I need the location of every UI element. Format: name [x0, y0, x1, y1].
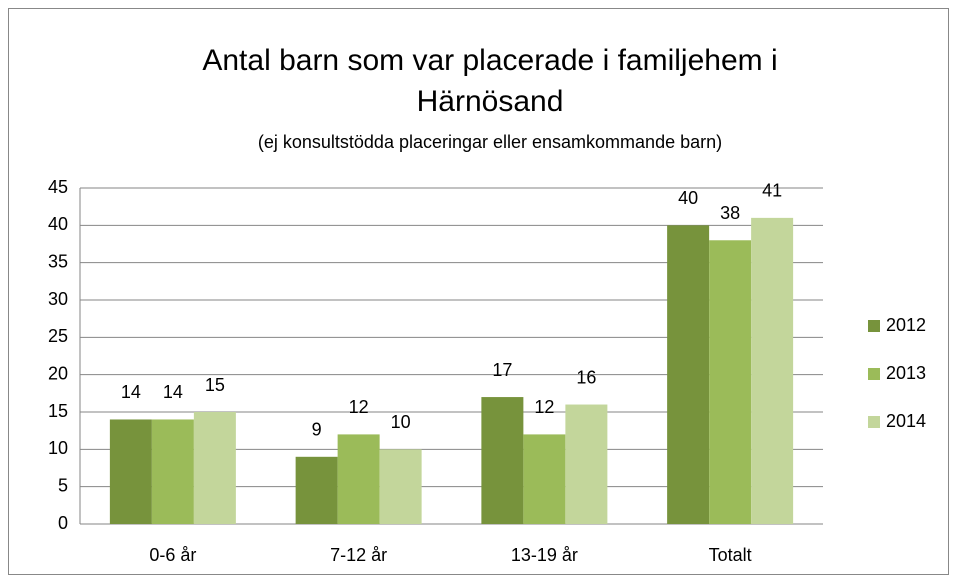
data-label: 12 [349, 397, 369, 417]
y-tick-label: 10 [48, 438, 68, 458]
legend-label: 2014 [886, 411, 926, 431]
legend-swatch [868, 320, 880, 332]
bar [751, 217, 794, 524]
data-label: 10 [391, 412, 411, 432]
y-tick-label: 20 [48, 363, 68, 383]
data-label: 41 [762, 181, 782, 201]
y-tick-label: 0 [58, 513, 68, 533]
data-label: 9 [312, 420, 322, 440]
y-tick-label: 25 [48, 326, 68, 346]
data-label: 40 [678, 188, 698, 208]
y-tick-label: 30 [48, 289, 68, 309]
bar [295, 456, 338, 524]
bar [565, 404, 608, 524]
bar [709, 240, 752, 524]
legend-label: 2012 [886, 315, 926, 335]
bar [481, 397, 524, 524]
data-label: 12 [534, 397, 554, 417]
bar [193, 412, 236, 524]
bar [337, 434, 380, 524]
y-tick-label: 15 [48, 401, 68, 421]
bar [109, 419, 152, 524]
data-label: 17 [492, 360, 512, 380]
bar [379, 449, 422, 524]
x-tick-label: 13-19 år [511, 545, 578, 565]
bar [151, 419, 194, 524]
data-label: 38 [720, 203, 740, 223]
data-label: 14 [121, 382, 141, 402]
data-label: 14 [163, 382, 183, 402]
x-tick-label: 7-12 år [330, 545, 387, 565]
data-label: 16 [576, 367, 596, 387]
y-tick-label: 5 [58, 475, 68, 495]
bar [523, 434, 566, 524]
y-tick-label: 40 [48, 214, 68, 234]
legend-swatch [868, 416, 880, 428]
chart-title: Antal barn som var placerade i familjehe… [202, 44, 778, 118]
y-tick-label: 45 [48, 177, 68, 197]
y-tick-label: 35 [48, 251, 68, 271]
x-tick-label: 0-6 år [149, 545, 196, 565]
bar [667, 225, 710, 525]
legend-swatch [868, 368, 880, 380]
legend-label: 2013 [886, 363, 926, 383]
x-tick-label: Totalt [709, 545, 752, 565]
chart-subtitle: (ej konsultstödda placeringar eller ensa… [257, 132, 723, 152]
data-label: 15 [205, 375, 225, 395]
